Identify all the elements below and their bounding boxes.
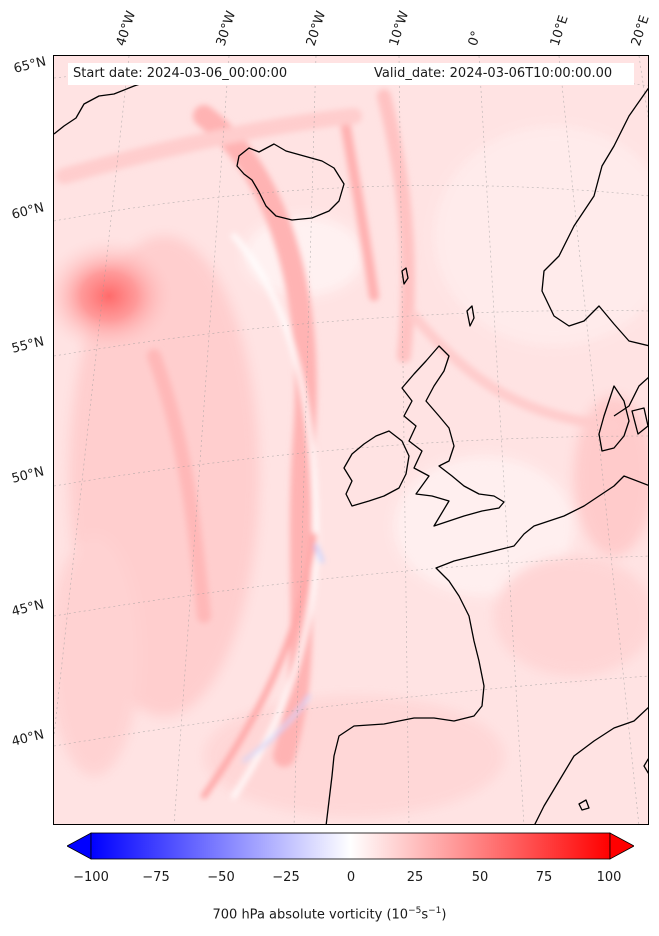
colorbar-tick: 25	[406, 870, 424, 885]
colorbar-tick: 75	[535, 870, 553, 885]
coast-shetland	[466, 305, 475, 327]
colorbar-tick: 100	[596, 870, 622, 885]
lat-label-60n: 60°N	[10, 200, 46, 223]
colorbar-title: 700 hPa absolute vorticity (10−5s−1)	[212, 906, 447, 923]
colorbar-gradient	[90, 832, 611, 860]
coastlines	[54, 63, 648, 824]
coast-faroe	[401, 267, 409, 285]
coast-denmark	[598, 385, 630, 452]
coast-sweden	[613, 376, 648, 417]
lon-label-10w: 10°W	[386, 9, 413, 48]
colorbar-extend-high	[609, 832, 634, 860]
coast-europe-mainland	[325, 475, 648, 824]
coast-great-britain	[401, 345, 505, 527]
lat-label-65n: 65°N	[12, 54, 48, 77]
coast-mediterranean	[534, 706, 648, 824]
colorbar-tick: −25	[272, 870, 300, 885]
spiral-bands	[56, 89, 619, 799]
lat-label-55n: 55°N	[10, 334, 46, 357]
lat-label-40n: 40°N	[10, 727, 46, 750]
lon-label-40w: 40°W	[113, 9, 140, 48]
coast-scandinavia	[541, 87, 648, 347]
colorbar-tick: −100	[73, 870, 109, 885]
cyclone-core	[54, 236, 179, 356]
lon-label-10e: 10°E	[547, 13, 572, 49]
vorticity-map	[53, 55, 649, 825]
graticule	[54, 56, 648, 824]
lon-label-30w: 30°W	[213, 9, 240, 48]
colorbar	[67, 832, 634, 860]
coast-ireland	[343, 430, 410, 507]
coast-iceland	[236, 143, 345, 221]
colorbar-tick: 50	[471, 870, 489, 885]
colorbar-tick: −50	[207, 870, 235, 885]
coast-sardinia	[643, 758, 648, 774]
lat-label-50n: 50°N	[10, 464, 46, 487]
lat-label-45n: 45°N	[10, 597, 46, 620]
colorbar-tick: 0	[346, 870, 356, 885]
coast-zealand	[631, 407, 648, 435]
lon-label-20w: 20°W	[303, 9, 330, 48]
colorbar-extend-low	[67, 832, 92, 860]
start-date-label: Start date: 2024-03-06_00:00:00	[73, 66, 288, 81]
lon-label-0: 0°	[465, 29, 485, 48]
coast-balearic	[578, 799, 590, 811]
map-canvas	[54, 56, 648, 824]
lon-label-20e: 20°E	[628, 13, 653, 49]
valid-date-label: Valid_date: 2024-03-06T10:00:00.00	[374, 66, 613, 81]
colorbar-tick: −75	[142, 870, 170, 885]
header-box	[68, 63, 634, 85]
